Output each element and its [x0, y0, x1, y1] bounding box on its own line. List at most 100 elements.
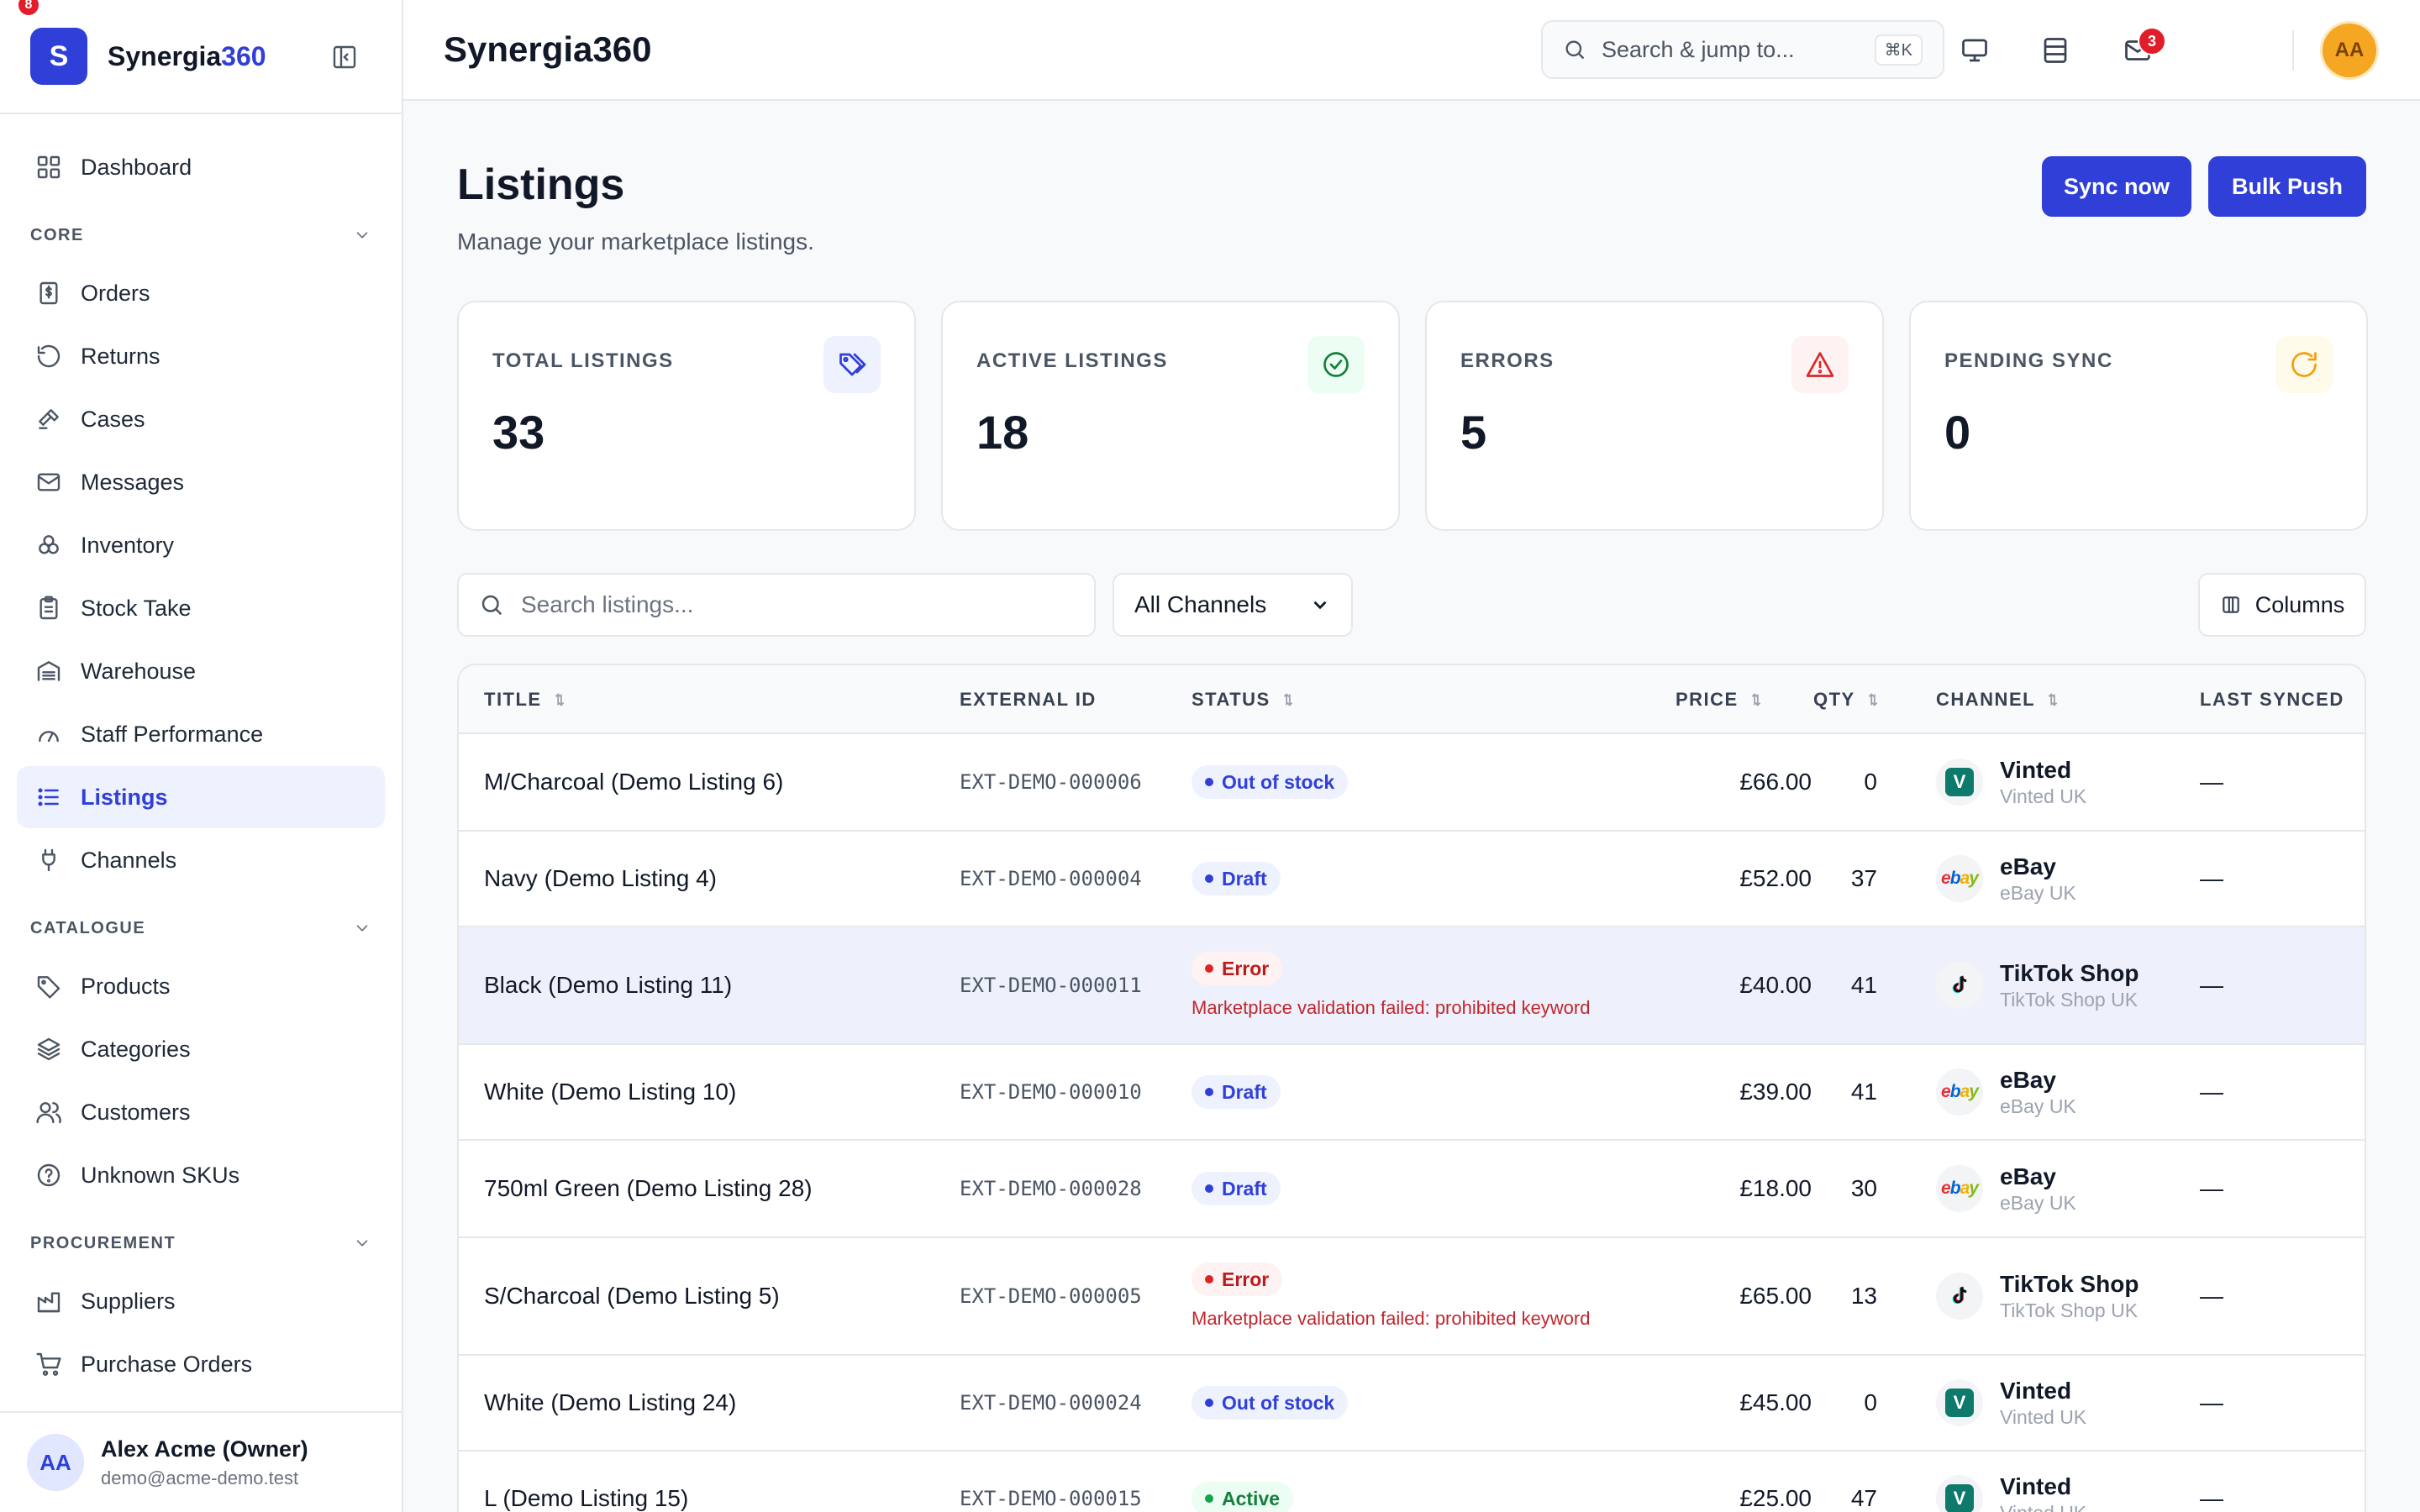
brand-logo[interactable]: S	[30, 28, 87, 85]
layout-icon[interactable]	[2039, 34, 2072, 67]
topbar-avatar[interactable]: AA	[2323, 24, 2376, 77]
sidebar-item-dashboard[interactable]: Dashboard	[17, 136, 385, 198]
last-synced: —	[2200, 1079, 2223, 1105]
section-procurement[interactable]: PROCUREMENT	[17, 1221, 385, 1265]
table-row[interactable]: L (Demo Listing 15) EXT-DEMO-000015 Acti…	[459, 1452, 2365, 1512]
stat-card-total-listings: TOTAL LISTINGS 33	[457, 301, 916, 531]
global-search-input[interactable]: Search & jump to... ⌘K	[1541, 20, 1944, 79]
vinted-logo-icon: V	[1936, 1475, 1983, 1512]
sidebar-item-unknown-skus[interactable]: Unknown SKUs	[17, 1144, 385, 1206]
table-row[interactable]: M/Charcoal (Demo Listing 6) EXT-DEMO-000…	[459, 734, 2365, 832]
gauge-icon	[35, 721, 62, 748]
sidebar-item-reorder-alerts[interactable]: 8 Reorder Alerts	[17, 0, 385, 1411]
sidebar-item-cases[interactable]: Cases	[17, 388, 385, 450]
listing-title[interactable]: Navy (Demo Listing 4)	[484, 865, 717, 891]
channel-name: TikTok Shop	[2000, 1270, 2139, 1297]
sidebar-item-warehouse[interactable]: Warehouse	[17, 640, 385, 702]
quantity: 41	[1850, 1079, 1877, 1105]
th-price[interactable]: PRICE	[1676, 665, 1765, 734]
listing-title[interactable]: L (Demo Listing 15)	[484, 1485, 689, 1511]
th-title[interactable]: TITLE	[484, 665, 569, 734]
sidebar-user[interactable]: AA Alex Acme (Owner) demo@acme-demo.test	[0, 1411, 402, 1512]
sync-now-button[interactable]: Sync now	[2042, 156, 2191, 217]
sidebar-collapse-icon[interactable]	[329, 42, 360, 72]
sidebar-item-suppliers[interactable]: Suppliers	[17, 1270, 385, 1332]
sort-icon	[1751, 693, 1760, 706]
status-cell: Active	[1192, 1452, 1294, 1512]
channel-select-value: All Channels	[1134, 591, 1267, 617]
stat-value: 5	[1460, 406, 1487, 459]
sidebar-item-channels[interactable]: Channels	[17, 829, 385, 891]
sidebar-item-returns[interactable]: Returns	[17, 325, 385, 387]
table-row[interactable]: White (Demo Listing 24) EXT-DEMO-000024 …	[459, 1356, 2365, 1452]
external-id: EXT-DEMO-000015	[960, 1487, 1142, 1510]
last-synced: —	[2200, 1283, 2223, 1309]
listing-title[interactable]: Black (Demo Listing 11)	[484, 972, 733, 998]
sidebar-item-messages[interactable]: Messages	[17, 451, 385, 513]
th-qty[interactable]: QTY	[1813, 665, 1882, 734]
sidebar-item-products[interactable]: Products	[17, 955, 385, 1017]
status-badge: Out of stock	[1192, 765, 1349, 799]
sidebar-item-listings[interactable]: Listings	[17, 766, 385, 828]
table-row[interactable]: 750ml Green (Demo Listing 28) EXT-DEMO-0…	[459, 1141, 2365, 1238]
sidebar-item-label: Products	[81, 973, 171, 999]
listing-title[interactable]: White (Demo Listing 10)	[484, 1079, 737, 1105]
sidebar-item-customers[interactable]: Customers	[17, 1081, 385, 1143]
last-synced: —	[2200, 1175, 2223, 1201]
external-id: EXT-DEMO-000006	[960, 770, 1142, 794]
section-core[interactable]: CORE	[17, 213, 385, 257]
sidebar-item-inventory[interactable]: Inventory	[17, 514, 385, 576]
sidebar-item-label: Purchase Orders	[81, 1351, 253, 1377]
listings-table: TITLE EXTERNAL ID STATUS PRICE QTY CHANN…	[457, 664, 2366, 1512]
channel-region: eBay UK	[2000, 1095, 2076, 1117]
sidebar-item-orders[interactable]: Orders	[17, 262, 385, 324]
quantity: 0	[1864, 769, 1877, 795]
listing-title[interactable]: S/Charcoal (Demo Listing 5)	[484, 1283, 780, 1309]
vinted-logo-icon: V	[1936, 759, 1983, 806]
listing-title[interactable]: White (Demo Listing 24)	[484, 1389, 737, 1415]
listings-search-placeholder: Search listings...	[521, 591, 694, 617]
bulk-push-button[interactable]: Bulk Push	[2208, 156, 2366, 217]
status-badge: Draft	[1192, 1075, 1281, 1109]
table-header: TITLE EXTERNAL ID STATUS PRICE QTY CHANN…	[459, 665, 2365, 734]
sort-icon	[1283, 693, 1292, 706]
table-row[interactable]: Black (Demo Listing 11) EXT-DEMO-000011 …	[459, 927, 2365, 1045]
th-last-synced: LAST SYNCED	[2200, 689, 2344, 710]
stat-value: 0	[1944, 406, 1971, 459]
page-header: Listings Manage your marketplace listing…	[457, 160, 814, 255]
listing-title[interactable]: 750ml Green (Demo Listing 28)	[484, 1175, 813, 1201]
status-cell: Draft	[1192, 832, 1281, 926]
listing-title[interactable]: M/Charcoal (Demo Listing 6)	[484, 769, 784, 795]
brand-name[interactable]: Synergia360	[108, 40, 266, 71]
sidebar-item-staff-performance[interactable]: Staff Performance	[17, 703, 385, 765]
sidebar-item-categories[interactable]: Categories	[17, 1018, 385, 1080]
sidebar-item-stock-take[interactable]: Stock Take	[17, 577, 385, 639]
chevron-down-icon	[353, 226, 371, 244]
table-row[interactable]: S/Charcoal (Demo Listing 5) EXT-DEMO-000…	[459, 1238, 2365, 1356]
price: £18.00	[1739, 1175, 1812, 1201]
sidebar-item-purchase-orders[interactable]: Purchase Orders	[17, 1333, 385, 1395]
chevron-down-icon	[1313, 601, 1327, 610]
table-row[interactable]: Navy (Demo Listing 4) EXT-DEMO-000004 Dr…	[459, 832, 2365, 927]
sidebar-item-label: Warehouse	[81, 658, 197, 684]
tag-icon	[35, 973, 62, 1000]
listings-search-input[interactable]: Search listings...	[457, 573, 1096, 637]
last-synced: —	[2200, 972, 2223, 998]
section-catalogue[interactable]: CATALOGUE	[17, 906, 385, 950]
price: £45.00	[1739, 1389, 1812, 1415]
mail-icon[interactable]: 3	[2121, 27, 2166, 67]
factory-icon	[35, 1288, 62, 1315]
columns-button[interactable]: Columns	[2198, 573, 2366, 637]
monitor-icon[interactable]	[1958, 34, 1991, 67]
th-status[interactable]: STATUS	[1192, 665, 1297, 734]
sidebar-item-label: Inventory	[81, 532, 175, 558]
channel-name: Vinted	[2000, 1377, 2072, 1404]
th-external-id: EXTERNAL ID	[960, 689, 1097, 710]
channel-select[interactable]: All Channels	[1113, 573, 1353, 637]
chevron-down-icon	[353, 1234, 371, 1252]
columns-label: Columns	[2254, 591, 2345, 617]
channel-name: eBay	[2000, 1163, 2056, 1189]
th-channel[interactable]: CHANNEL	[1936, 665, 2062, 734]
status-cell: Draft	[1192, 1045, 1281, 1139]
table-row[interactable]: White (Demo Listing 10) EXT-DEMO-000010 …	[459, 1045, 2365, 1141]
